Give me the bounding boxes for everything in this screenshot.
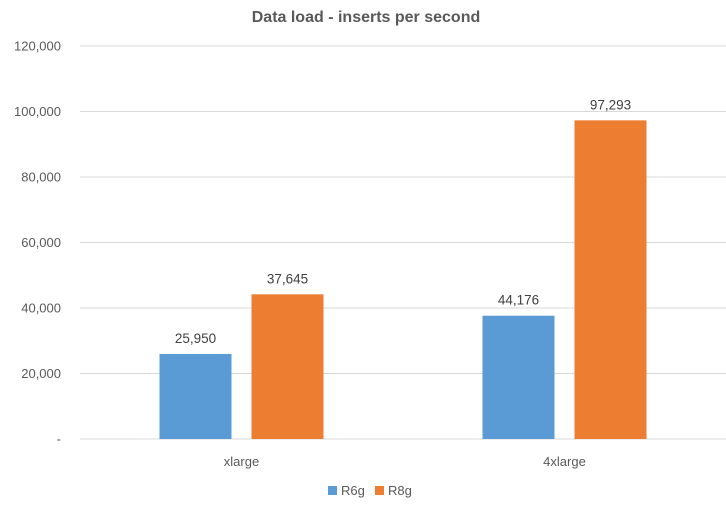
x-tick-label: xlarge	[224, 454, 259, 469]
y-tick-label: 120,000	[14, 39, 61, 54]
y-tick-label: 80,000	[21, 170, 61, 185]
y-tick-label: -	[57, 432, 61, 447]
bar-r8g-xlarge	[251, 294, 324, 439]
x-tick-label: 4xlarge	[543, 454, 586, 469]
legend: R6g R8g	[328, 483, 412, 498]
legend-swatch-r6g	[328, 486, 337, 495]
bars	[159, 120, 647, 440]
y-tick-label: 60,000	[21, 235, 61, 250]
bar-r6g-xlarge	[159, 354, 232, 439]
x-axis-ticks: xlarge 4xlarge	[224, 454, 586, 469]
y-tick-label: 40,000	[21, 301, 61, 316]
bar-r6g-4xlarge	[482, 315, 555, 439]
legend-label: R8g	[388, 483, 412, 498]
y-axis-ticks: - 20,000 40,000 60,000 80,000 100,000 120,000	[14, 39, 61, 447]
y-tick-label: 100,000	[14, 104, 61, 119]
bar-r8g-4xlarge	[574, 120, 647, 440]
legend-label: R6g	[341, 483, 365, 498]
data-label: 25,950	[175, 331, 216, 346]
data-label: 37,645	[267, 271, 308, 286]
data-labels: 25,950 37,645 44,176 97,293	[175, 97, 631, 346]
data-label: 44,176	[498, 293, 539, 308]
legend-swatch-r8g	[375, 486, 384, 495]
chart-title: Data load - inserts per second	[252, 9, 481, 26]
y-tick-label: 20,000	[21, 366, 61, 381]
data-label: 97,293	[590, 97, 631, 112]
